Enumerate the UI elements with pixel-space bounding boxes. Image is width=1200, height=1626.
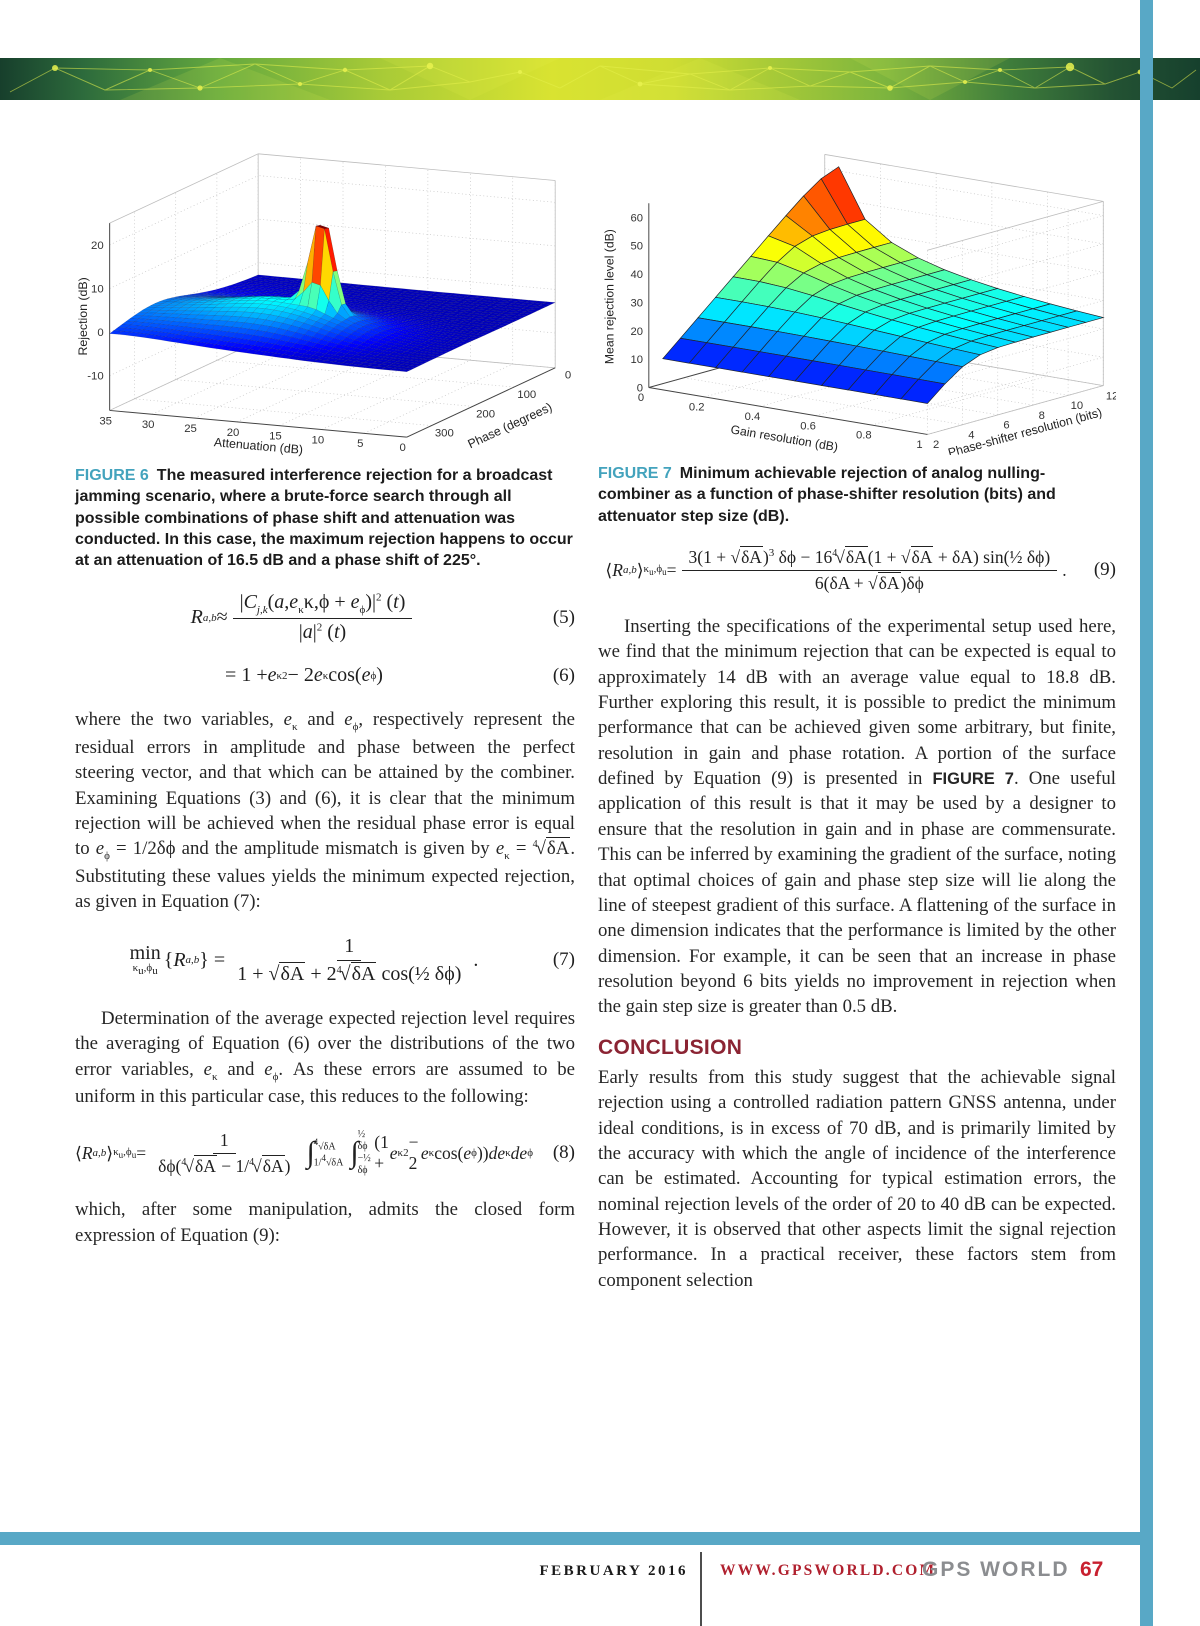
svg-text:12: 12: [1106, 390, 1116, 402]
figure6-label: FIGURE 6: [75, 467, 149, 484]
svg-text:200: 200: [476, 408, 495, 420]
svg-text:25: 25: [184, 423, 197, 435]
svg-text:Mean rejection level (dB): Mean rejection level (dB): [603, 229, 617, 364]
network-dots: [52, 62, 1143, 91]
svg-text:4: 4: [968, 429, 974, 441]
figure6-surface-chart: 051015202530350100200300-1001020Attenuat…: [76, 153, 571, 457]
svg-text:20: 20: [91, 240, 104, 252]
svg-text:0.6: 0.6: [800, 420, 816, 432]
conclusion-text: Early results from this study suggest th…: [598, 1065, 1116, 1293]
svg-text:0.8: 0.8: [856, 430, 872, 442]
fig7-plot: 00.20.40.60.81246810120102030405060Gain …: [598, 150, 1116, 455]
svg-text:6: 6: [1003, 420, 1009, 432]
equation-9-tag: (9): [1093, 559, 1116, 581]
paragraph: where the two variables, eκ and eϕ, resp…: [75, 709, 576, 913]
svg-text:0: 0: [97, 327, 103, 339]
svg-text:10: 10: [1071, 400, 1083, 412]
paragraph: Inserting the specifications of the expe…: [598, 615, 1116, 1018]
paragraph: Determination of the average expected re…: [75, 1007, 575, 1108]
header-band-graphic: [0, 58, 1200, 100]
equation-6-tag: (6): [552, 664, 575, 686]
svg-text:5: 5: [357, 438, 363, 450]
svg-text:0.4: 0.4: [745, 411, 761, 423]
svg-text:-10: -10: [87, 371, 103, 383]
footer-date: FEBRUARY 2016: [539, 1563, 688, 1579]
svg-text:Attenuation (dB): Attenuation (dB): [213, 435, 303, 457]
svg-text:0: 0: [565, 370, 571, 382]
svg-text:2: 2: [933, 439, 939, 451]
svg-text:100: 100: [517, 389, 536, 401]
figure6-caption-text: The measured interference rejection for …: [75, 467, 573, 570]
svg-text:0: 0: [400, 442, 406, 454]
left-column: 0 5 10 15 20 25 30 35 0 100 200 300 -10 0 10 20 Attenuat…: [75, 150, 575, 1254]
svg-text:10: 10: [630, 354, 642, 366]
fig6-plot: 0 5 10 15 20 25 30 35 0 100 200 300 -10 0 10 20 Attenuat…: [75, 150, 575, 457]
right-column-text: Inserting the specifications of the expe…: [598, 614, 1116, 1020]
footer-accent-bar: [0, 1532, 1153, 1545]
svg-text:10: 10: [91, 283, 104, 295]
svg-text:35: 35: [99, 415, 112, 427]
svg-text:15: 15: [269, 431, 282, 443]
conclusion-heading: CONCLUSION: [598, 1035, 743, 1059]
svg-text:0: 0: [638, 392, 644, 404]
paragraph: which, after some manipulation, admits t…: [75, 1199, 575, 1246]
svg-text:40: 40: [630, 269, 642, 281]
paragraph: Early results from this study suggest th…: [598, 1066, 1116, 1291]
figure7-caption-text: Minimum achievable rejection of analog n…: [598, 465, 1056, 525]
svg-text:20: 20: [227, 427, 240, 439]
right-column: 00.20.40.60.81246810120102030405060Gain …: [598, 150, 1116, 1299]
svg-text:10: 10: [312, 434, 325, 446]
left-column-text: where the two variables, eκ and eϕ, resp…: [75, 707, 575, 914]
svg-text:60: 60: [630, 212, 642, 224]
svg-text:0.2: 0.2: [689, 402, 705, 414]
equation-8-tag: (8): [552, 1142, 575, 1164]
equation-5-tag: (5): [552, 606, 575, 628]
svg-text:30: 30: [142, 419, 155, 431]
svg-text:20: 20: [630, 326, 642, 338]
network-lines: [9, 63, 1197, 93]
svg-text:50: 50: [630, 241, 642, 253]
footer-page-number: 67: [1080, 1558, 1104, 1581]
figure7-surface-chart: 00.20.40.60.81246810120102030405060Gain …: [603, 154, 1116, 455]
svg-text:0: 0: [637, 382, 643, 394]
figure7-caption: FIGURE 7 Minimum achievable rejection of …: [598, 463, 1116, 527]
figure7-label: FIGURE 7: [598, 465, 672, 482]
svg-text:30: 30: [630, 297, 642, 309]
left-column-text-3: which, after some manipulation, admits t…: [75, 1197, 575, 1248]
left-column-text-2: Determination of the average expected re…: [75, 1006, 575, 1110]
svg-text:8: 8: [1039, 410, 1045, 422]
figure6-caption: FIGURE 6 The measured interference reject…: [75, 465, 575, 571]
footer-brand: GPS WORLD: [922, 1558, 1070, 1581]
svg-text:Gain resolution (dB): Gain resolution (dB): [730, 422, 839, 454]
svg-text:Rejection (dB): Rejection (dB): [76, 277, 90, 355]
svg-text:300: 300: [435, 427, 454, 439]
page-edge-accent-vertical: [1140, 0, 1153, 1626]
svg-text:1: 1: [916, 439, 922, 451]
equation-7-tag: (7): [552, 949, 575, 971]
footer-website: WWW.GPSWORLD.COM: [720, 1562, 937, 1579]
footer-divider-line: [700, 1552, 702, 1626]
decorative-header-band: [0, 58, 1200, 100]
